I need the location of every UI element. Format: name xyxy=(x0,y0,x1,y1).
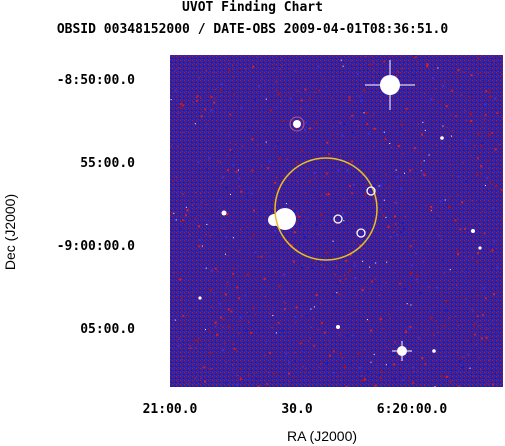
star xyxy=(471,229,475,233)
finding-chart-image xyxy=(170,55,503,387)
star xyxy=(432,349,436,353)
source-marker xyxy=(366,186,376,196)
sky-image xyxy=(170,55,503,387)
chart-title: UVOT Finding Chart xyxy=(182,0,323,15)
bright-star xyxy=(365,60,415,110)
y-tick-label: 55:00.0 xyxy=(80,156,135,171)
y-tick-label: 05:00.0 xyxy=(80,322,135,337)
source-marker xyxy=(356,228,366,238)
star xyxy=(198,296,202,300)
x-tick-label: 6:20:00.0 xyxy=(376,402,448,417)
star xyxy=(289,116,305,132)
x-axis-label: RA (J2000) xyxy=(286,428,358,444)
y-tick-label: -9:00:00.0 xyxy=(56,239,135,254)
star xyxy=(336,325,340,329)
source-marker xyxy=(333,214,343,224)
x-tick-label: 21:00.0 xyxy=(142,402,198,417)
star xyxy=(221,210,227,216)
error-circle xyxy=(274,157,378,261)
y-tick-label: -8:50:00.0 xyxy=(56,73,135,88)
x-tick-label: 30.0 xyxy=(281,402,313,417)
y-axis-label: Dec (J2000) xyxy=(2,193,18,271)
star xyxy=(440,136,444,140)
chart-subtitle: OBSID 00348152000 / DATE-OBS 2009-04-01T… xyxy=(56,22,449,37)
noise-dots xyxy=(170,55,503,387)
star xyxy=(478,246,482,250)
star xyxy=(392,341,412,361)
